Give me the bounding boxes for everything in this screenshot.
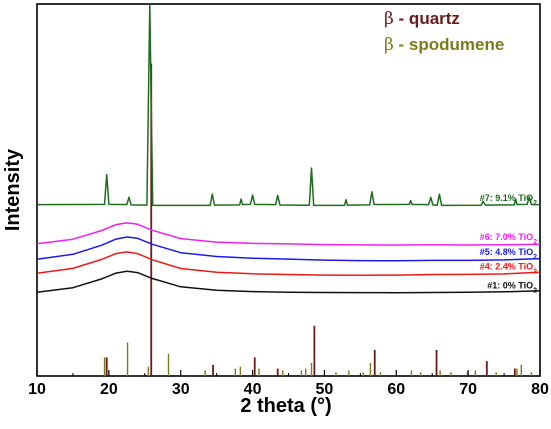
legend: β - quartz β - spodumene xyxy=(384,9,504,55)
diffraction-curves xyxy=(36,3,541,294)
y-axis-title: Intensity xyxy=(2,148,24,231)
legend-entry: β - quartz xyxy=(384,9,460,29)
x-tick-label: 10 xyxy=(28,381,46,398)
legend-entry: β - spodumene xyxy=(384,35,504,55)
x-tick-label: 30 xyxy=(172,381,190,398)
series-line--1-0-tio2 xyxy=(36,270,541,294)
x-tick-label: 80 xyxy=(531,381,549,398)
x-tick-label: 20 xyxy=(100,381,118,398)
plot-area xyxy=(36,3,541,377)
curve-label: #6: 7.0% TiO2 xyxy=(480,232,537,246)
series-line--5-4-8-tio2 xyxy=(36,236,541,262)
series-line--7-9-1-tio2 xyxy=(36,3,541,207)
x-axis-title: 2 theta (°) xyxy=(240,395,331,417)
curve-labels: #7: 9.1% TiO2#6: 7.0% TiO2#5: 4.8% TiO2#… xyxy=(480,193,537,294)
series-line--4-2-4-tio2 xyxy=(36,251,541,277)
curve-label: #7: 9.1% TiO2 xyxy=(480,193,537,207)
x-tick-label: 60 xyxy=(387,381,405,398)
curve-label: #1: 0% TiO2 xyxy=(487,280,537,294)
x-tick-label: 70 xyxy=(459,381,477,398)
x-tick-label: 40 xyxy=(244,381,262,398)
curve-label: #4: 2.4% TiO2 xyxy=(480,262,537,276)
x-tick-label: 50 xyxy=(316,381,334,398)
x-axis-ticks: 10 20 30 40 50 60 70 80 xyxy=(28,370,549,398)
series-line--6-7-0-tio2 xyxy=(36,222,541,246)
curve-label: #5: 4.8% TiO2 xyxy=(480,247,537,261)
